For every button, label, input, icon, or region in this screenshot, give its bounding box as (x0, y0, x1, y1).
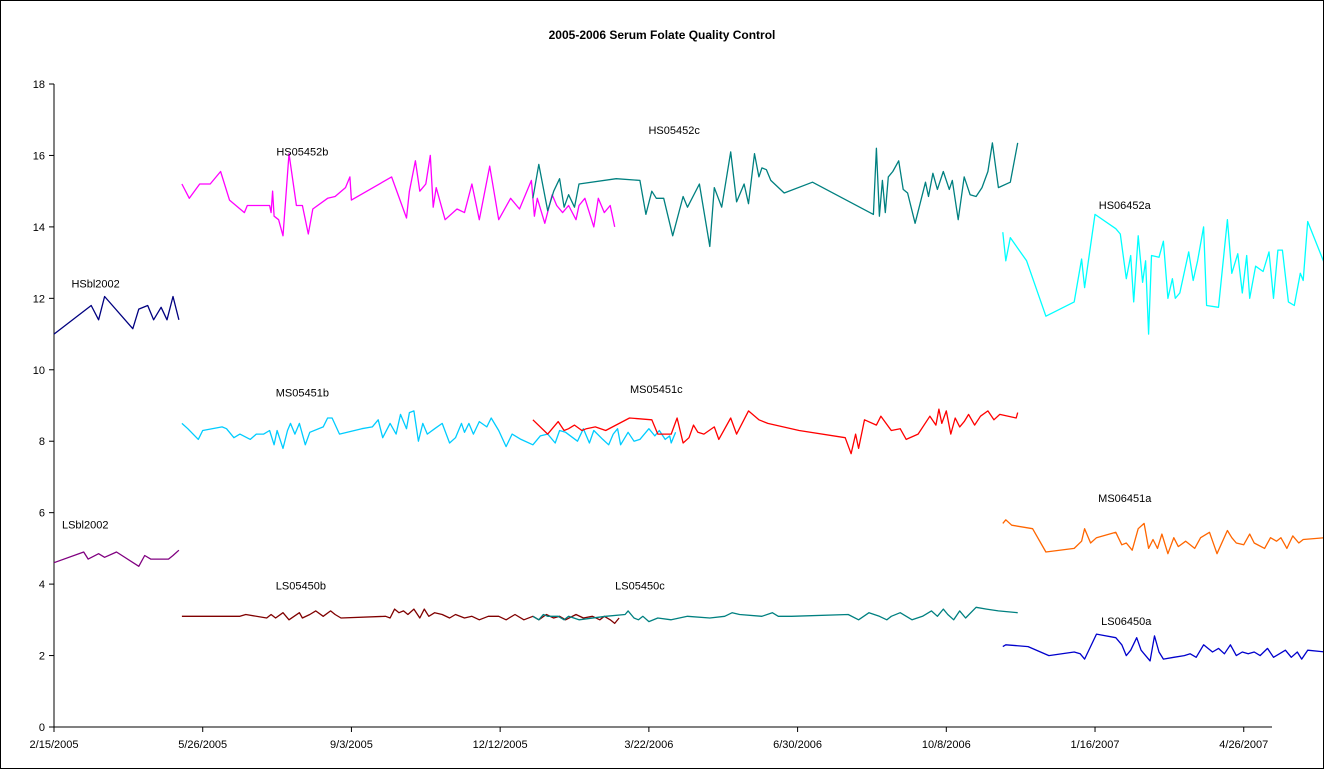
x-tick-label: 9/3/2005 (330, 739, 373, 751)
series-label: LSbl2002 (62, 520, 109, 532)
series-line-hs05452c (532, 142, 1019, 248)
series-label: HS05452c (648, 125, 700, 137)
series-line-ms06451a (1002, 519, 1323, 555)
x-tick-label: 1/16/2007 (1071, 739, 1120, 751)
y-tick-label: 8 (39, 436, 45, 448)
x-tick-label: 2/15/2005 (30, 739, 79, 751)
y-tick-label: 12 (33, 293, 45, 305)
series-label: HS06452a (1099, 200, 1152, 212)
y-tick-label: 2 (39, 651, 45, 663)
series-line-ls05450c (532, 606, 1018, 623)
y-tick-label: 4 (39, 579, 45, 591)
y-tick-label: 0 (39, 722, 45, 734)
y-tick-label: 14 (33, 222, 45, 234)
series-line-hsbl2002 (53, 295, 180, 335)
x-tick-label: 6/30/2006 (773, 739, 822, 751)
axes: 0 2 4 6 8 10 12 14 16 18 2/15/2005 5/26/2005 9/3/200… (30, 79, 1272, 751)
series-line-ms05451b (181, 410, 677, 450)
y-tick-label: 10 (33, 365, 45, 377)
x-tick-label: 5/26/2005 (178, 739, 227, 751)
series-line-ls06450a (1002, 633, 1323, 662)
series-label: MS06451a (1098, 493, 1152, 505)
series-layer (53, 142, 1323, 662)
series-label: LS05450c (615, 580, 665, 592)
series-label: MS05451b (276, 388, 329, 400)
series-line-hs06452a (1002, 213, 1323, 335)
x-tick-label: 4/26/2007 (1219, 739, 1268, 751)
series-line-hs05452b (181, 153, 616, 237)
series-line-lsbl2002 (53, 549, 180, 567)
x-tick-label: 3/22/2006 (624, 739, 673, 751)
series-label: LS05450b (276, 580, 326, 592)
series-label: MS05451c (630, 384, 683, 396)
x-tick-label: 10/8/2006 (922, 739, 971, 751)
series-label: LS06450a (1101, 616, 1152, 628)
y-tick-label: 6 (39, 508, 45, 520)
series-label: HS05452b (276, 146, 328, 158)
y-tick-label: 18 (33, 79, 45, 91)
series-line-ls05450b (181, 608, 620, 625)
series-line-ms05451c (532, 408, 1019, 455)
x-tick-label: 12/12/2005 (473, 739, 528, 751)
series-label: HSbl2002 (71, 279, 119, 291)
chart-title: 2005-2006 Serum Folate Quality Control (549, 28, 776, 42)
series-labels: HSbl2002 LSbl2002 HS05452b HS05452c HS06452a… (62, 125, 1152, 628)
y-tick-label: 16 (33, 150, 45, 162)
